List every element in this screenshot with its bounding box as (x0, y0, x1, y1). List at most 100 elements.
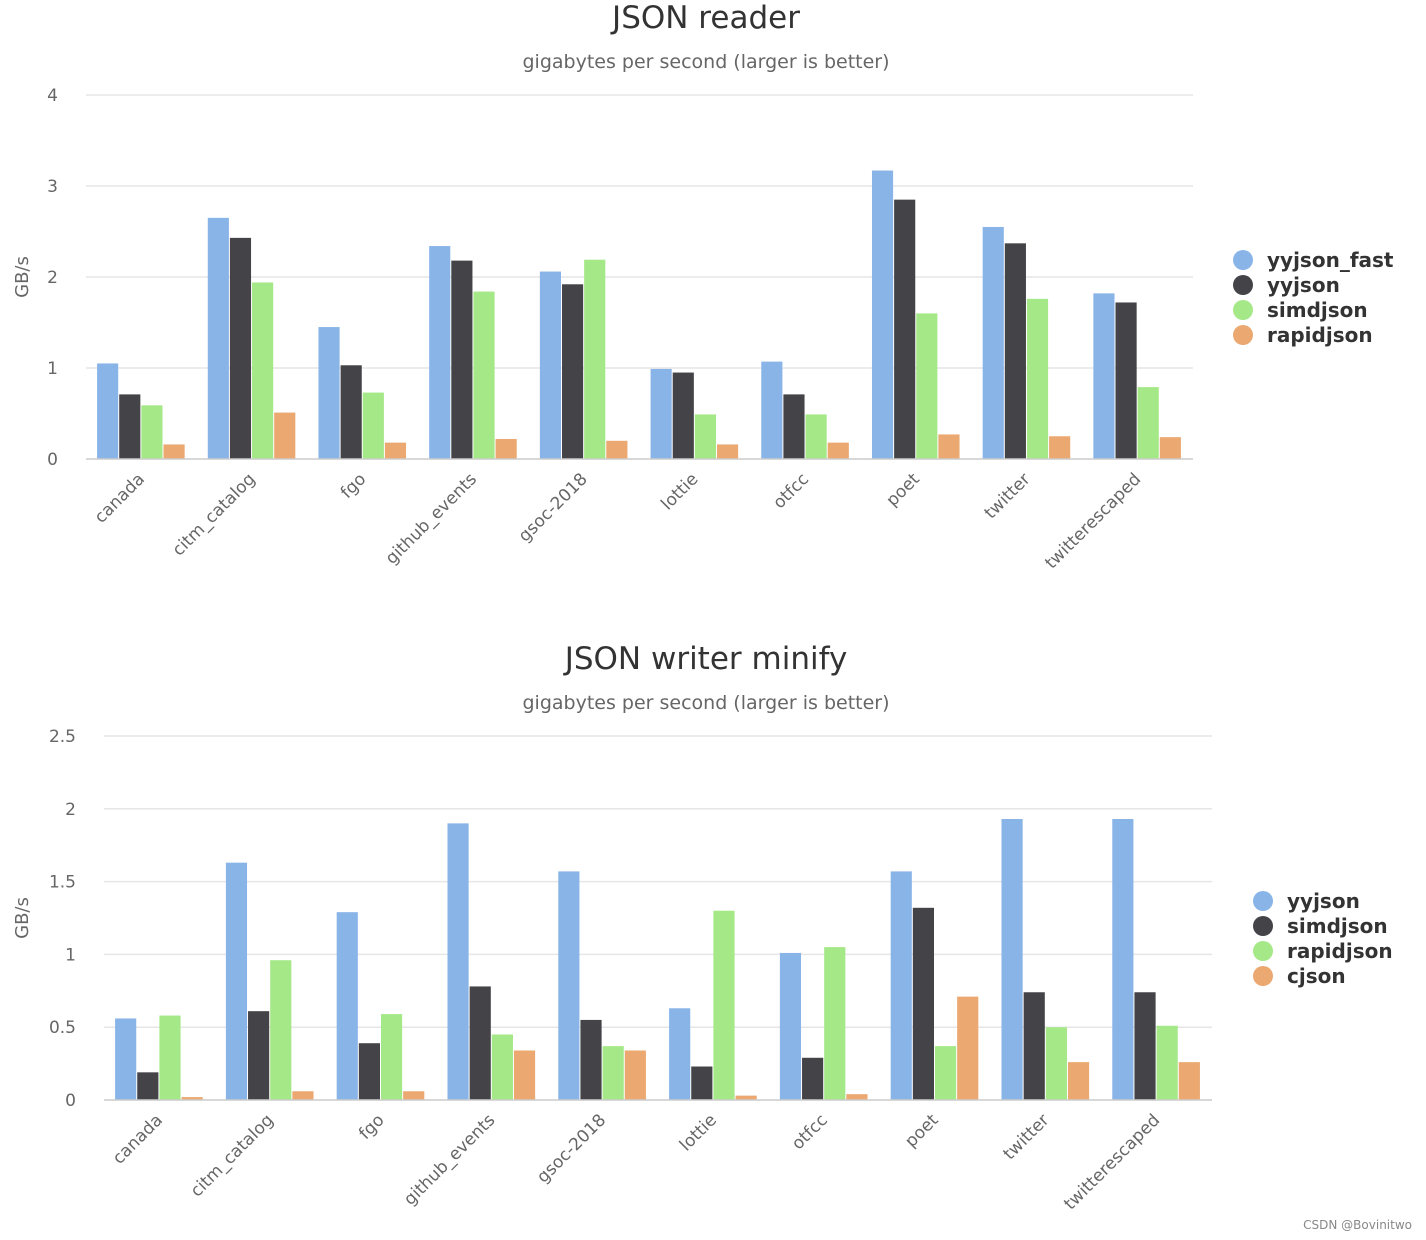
bar-cjson-canada (181, 1097, 203, 1100)
bar-yyjson_fast-citm_catalog (207, 217, 229, 459)
legend-label-rapidjson[interactable]: rapidjson (1267, 323, 1373, 347)
bar-rapidjson-twitter (1049, 436, 1071, 459)
y-tick-label: 2.5 (49, 727, 76, 747)
chart-1: JSON reader gigabytes per second (larger … (12, 0, 1394, 573)
x-tick-label: gsoc-2018 (533, 1110, 610, 1187)
bar-yyjson_fast-poet (871, 170, 894, 459)
y-tick-label: 1.5 (49, 873, 76, 893)
bar-cjson-twitterescaped (1178, 1062, 1200, 1100)
y-tick-label: 2 (47, 268, 58, 288)
bar-simdjson-otfcc (805, 414, 827, 459)
bar-yyjson-poet (890, 871, 912, 1100)
bar-yyjson-twitter (1001, 818, 1023, 1100)
bar-simdjson-canada (141, 405, 163, 459)
x-tick-label: github_events (382, 469, 481, 568)
bar-simdjson-lottie (691, 1066, 713, 1100)
bar-simdjson-github_events (469, 986, 491, 1100)
legend-marker-yyjson[interactable] (1233, 275, 1253, 295)
bar-rapidjson-github_events (491, 1034, 513, 1100)
chart-2: JSON writer minify gigabytes per second (… (12, 641, 1393, 1214)
bar-cjson-github_events (513, 1050, 536, 1100)
bar-rapidjson-citm_catalog (274, 412, 296, 459)
y-tick-label: 0.5 (49, 1018, 76, 1038)
bar-rapidjson-fgo (381, 1014, 403, 1100)
y-tick-label: 0 (65, 1091, 76, 1111)
bar-simdjson-fgo (362, 392, 384, 459)
x-tick-label: canada (109, 1110, 167, 1168)
bar-simdjson-fgo (358, 1043, 380, 1100)
bar-rapidjson-citm_catalog (270, 960, 292, 1100)
bar-simdjson-canada (137, 1072, 159, 1100)
bar-cjson-fgo (403, 1091, 425, 1100)
legend-label-yyjson[interactable]: yyjson (1267, 273, 1340, 297)
bar-simdjson-lottie (694, 414, 716, 459)
bar-rapidjson-gsoc-2018 (602, 1046, 624, 1100)
bar-simdjson-citm_catalog (248, 1011, 270, 1100)
y-tick-label: 3 (47, 177, 58, 197)
x-tick-label: lottie (676, 1110, 721, 1155)
legend-marker-simdjson[interactable] (1233, 300, 1253, 320)
x-tick-label: fgo (337, 469, 370, 502)
legend-label-simdjson[interactable]: simdjson (1287, 914, 1388, 938)
legend-label-simdjson[interactable]: simdjson (1267, 298, 1368, 322)
chart-subtitle: gigabytes per second (larger is better) (522, 51, 889, 73)
x-tick-label: citm_catalog (187, 1110, 278, 1201)
chart-subtitle: gigabytes per second (larger is better) (522, 692, 889, 714)
legend-marker-rapidjson[interactable] (1233, 325, 1253, 345)
bar-rapidjson-otfcc (824, 947, 846, 1100)
y-tick-label: 1 (65, 945, 76, 965)
bar-yyjson_fast-twitter (982, 226, 1004, 459)
y-tick-label: 0 (47, 450, 58, 470)
x-tick-label: fgo (355, 1110, 388, 1143)
bar-yyjson_fast-gsoc-2018 (539, 271, 562, 459)
bar-yyjson_fast-twitterescaped (1093, 293, 1115, 459)
x-tick-label: canada (91, 469, 149, 527)
legend-label-rapidjson[interactable]: rapidjson (1287, 939, 1393, 963)
legend-marker-yyjson_fast[interactable] (1233, 250, 1253, 270)
bar-yyjson-otfcc (783, 394, 805, 459)
bar-yyjson-fgo (340, 365, 362, 459)
legend-marker-rapidjson[interactable] (1253, 941, 1273, 961)
bar-rapidjson-gsoc-2018 (606, 440, 628, 459)
x-tick-label: citm_catalog (169, 469, 260, 560)
bar-simdjson-twitter (1026, 298, 1049, 459)
legend-marker-yyjson[interactable] (1253, 891, 1273, 911)
bar-simdjson-twitter (1023, 992, 1045, 1100)
bar-yyjson-canada (115, 1018, 137, 1100)
legend-label-yyjson_fast[interactable]: yyjson_fast (1267, 248, 1394, 272)
bar-simdjson-github_events (473, 291, 495, 459)
bar-yyjson_fast-lottie (650, 368, 672, 459)
bar-rapidjson-twitter (1045, 1027, 1067, 1100)
bar-rapidjson-lottie (713, 910, 735, 1100)
chart-title: JSON reader (610, 0, 800, 36)
bar-yyjson-gsoc-2018 (558, 871, 580, 1100)
x-tick-label: twitterescaped (1060, 1110, 1164, 1214)
x-tick-label: otfcc (788, 1110, 832, 1154)
bar-yyjson-lottie (669, 1008, 691, 1100)
bar-yyjson-fgo (336, 912, 358, 1100)
legend-label-cjson[interactable]: cjson (1287, 964, 1346, 988)
y-axis-label: GB/s (12, 256, 33, 298)
y-tick-label: 4 (47, 86, 58, 106)
x-tick-label: twitter (981, 469, 1035, 523)
bar-cjson-lottie (735, 1095, 757, 1100)
legend-marker-simdjson[interactable] (1253, 916, 1273, 936)
y-tick-label: 2 (65, 800, 76, 820)
bar-simdjson-citm_catalog (252, 282, 274, 459)
y-axis-label: GB/s (12, 897, 33, 939)
x-tick-label: poet (883, 469, 924, 510)
bar-rapidjson-canada (163, 444, 185, 459)
bar-yyjson_fast-github_events (429, 246, 451, 459)
bar-yyjson_fast-otfcc (761, 361, 783, 459)
x-tick-label: twitter (1000, 1110, 1054, 1164)
legend-label-yyjson[interactable]: yyjson (1287, 889, 1360, 913)
bar-cjson-gsoc-2018 (624, 1050, 646, 1100)
bar-yyjson-github_events (451, 260, 473, 459)
bar-rapidjson-poet (938, 434, 960, 459)
legend-marker-cjson[interactable] (1253, 966, 1273, 986)
bar-simdjson-twitterescaped (1137, 387, 1159, 459)
bar-yyjson_fast-fgo (318, 327, 340, 459)
